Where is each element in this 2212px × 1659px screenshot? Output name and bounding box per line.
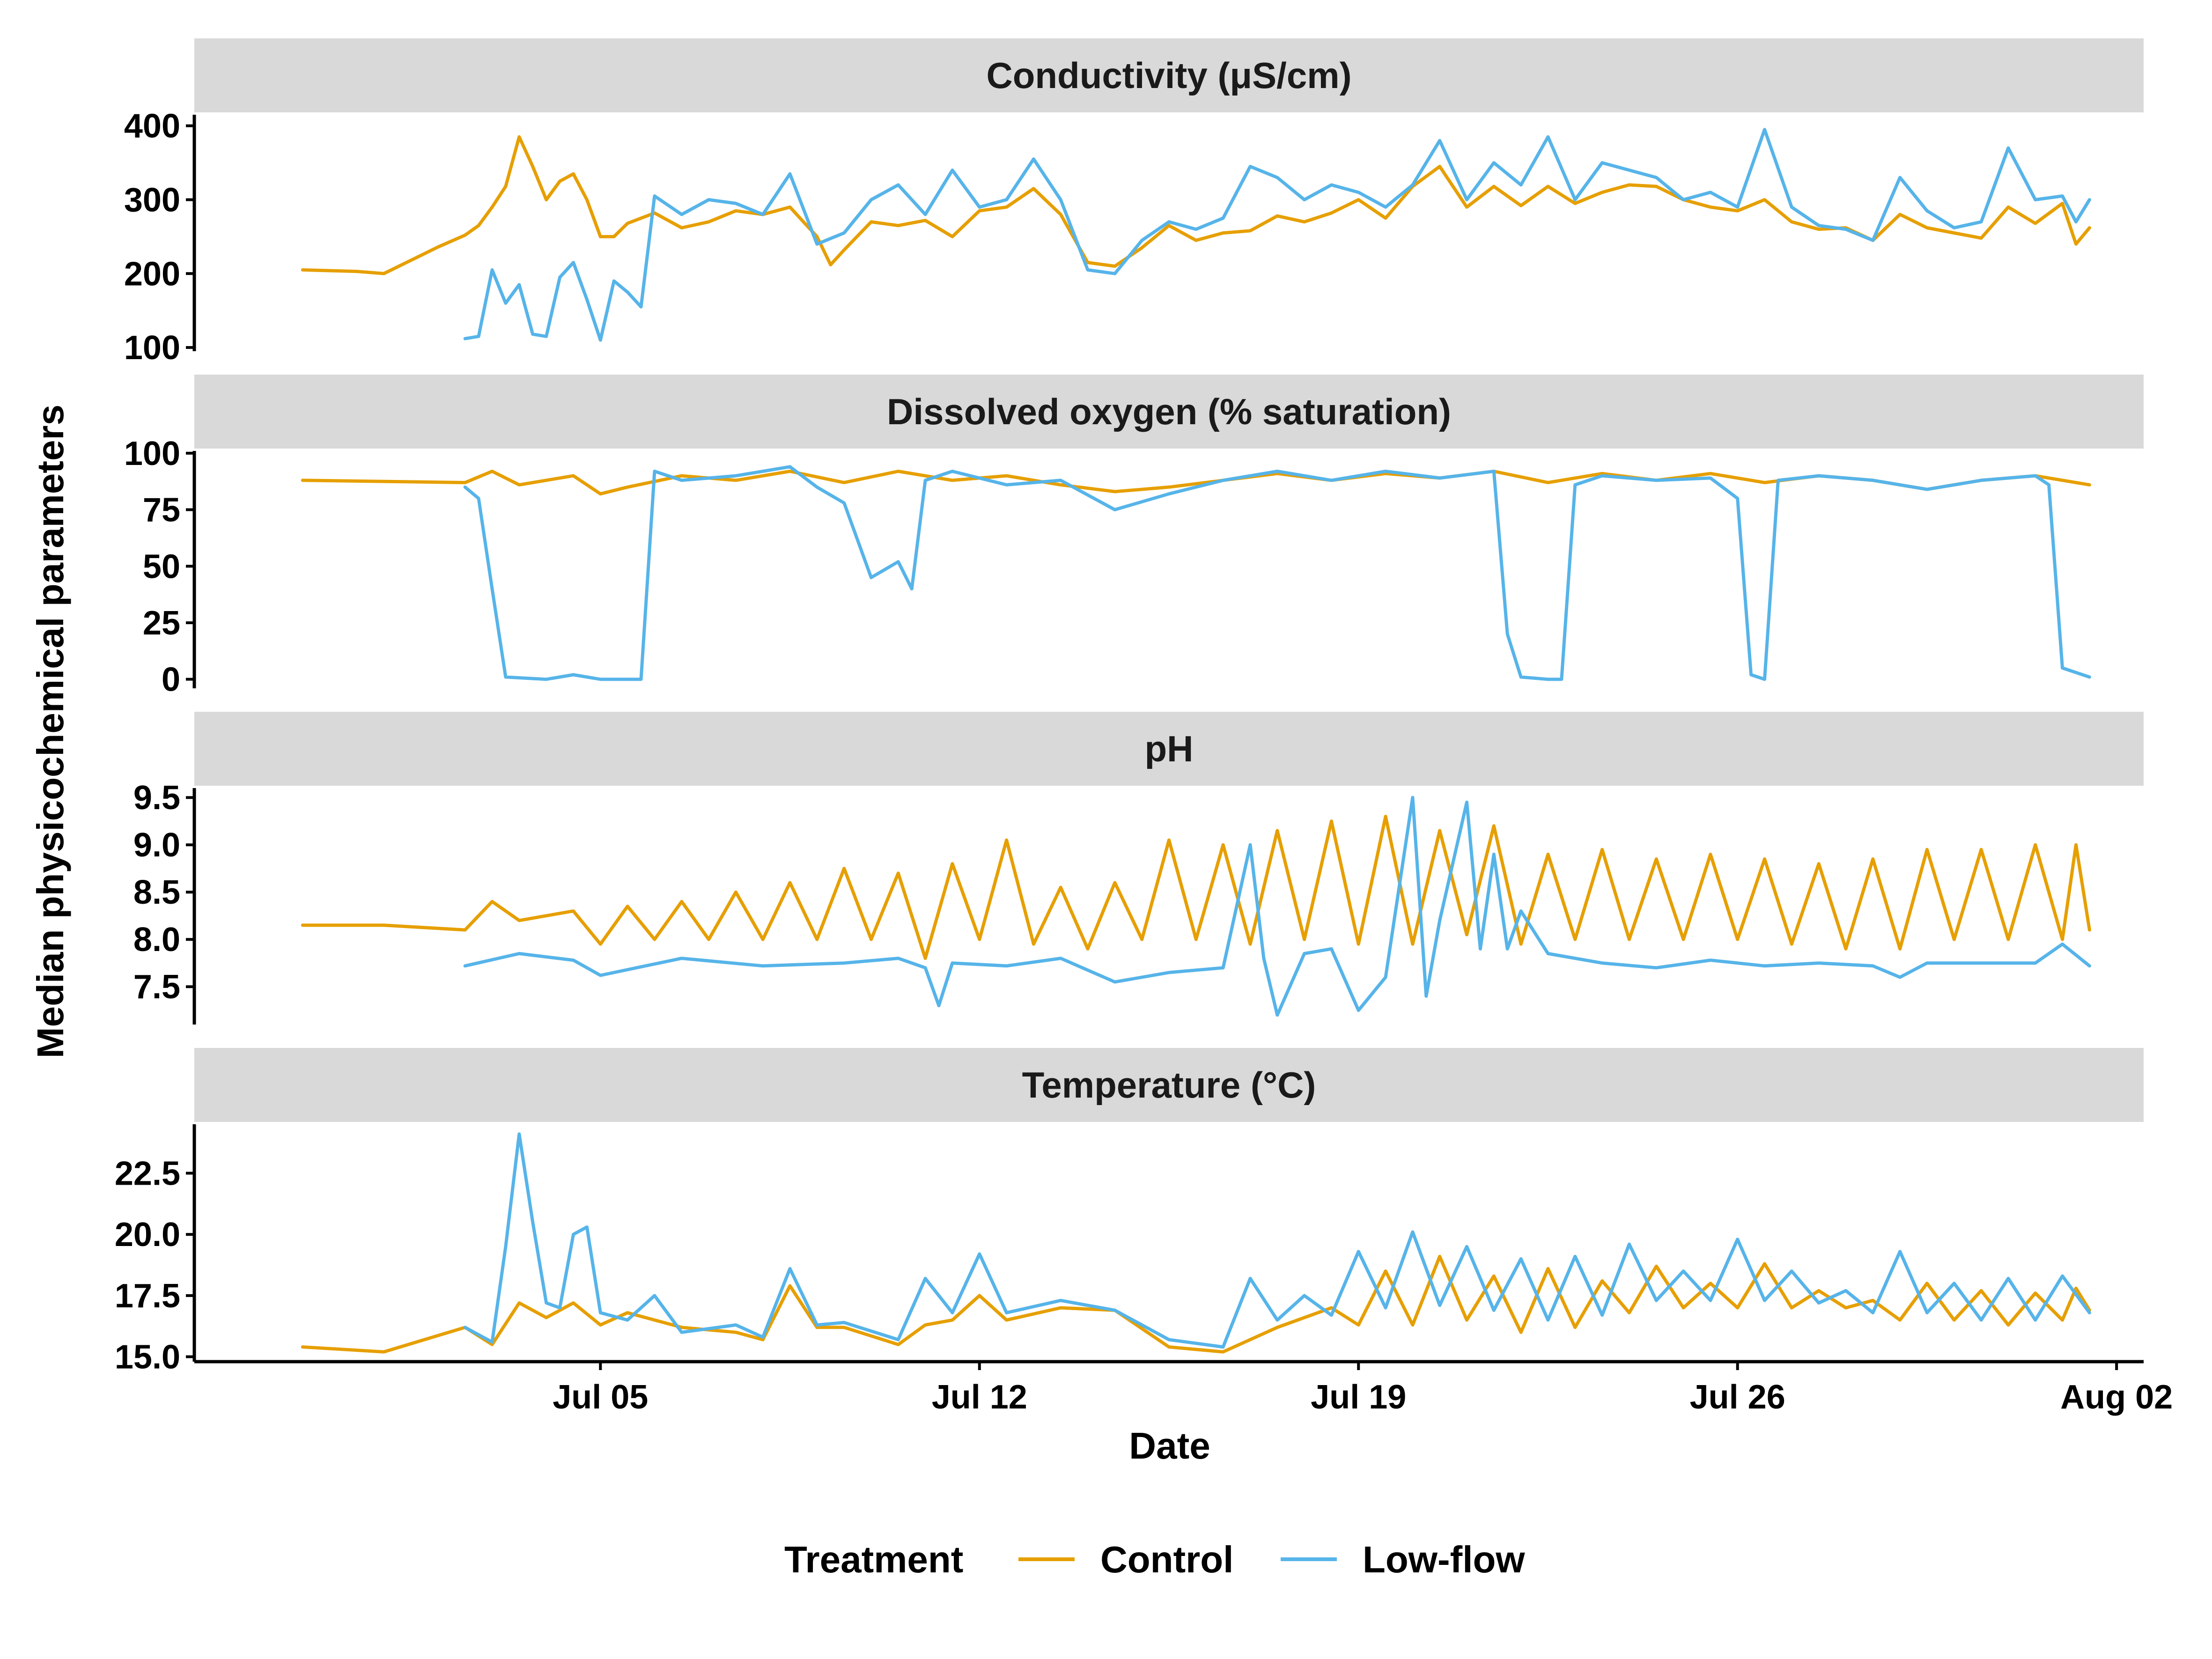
x-axis-title: Date bbox=[1129, 1425, 1210, 1467]
series-line-control bbox=[301, 1254, 2091, 1354]
panel-title: Dissolved oxygen (% saturation) bbox=[887, 391, 1451, 432]
y-tick-label: 22.5 bbox=[115, 1155, 180, 1193]
y-tick-label: 17.5 bbox=[115, 1277, 180, 1315]
facet-panels: Conductivity (μS/cm) 100 200 300 400 Dissolve… bbox=[115, 38, 2144, 1376]
x-tick-label: Jul 05 bbox=[553, 1379, 648, 1416]
x-tick-label: Jul 26 bbox=[1690, 1379, 1785, 1416]
series-line-control bbox=[301, 815, 2091, 960]
y-tick-label: 50 bbox=[143, 548, 180, 585]
panel-title: pH bbox=[1145, 728, 1194, 769]
legend-title: Treatment bbox=[784, 1539, 963, 1580]
series-line-low-flow bbox=[463, 1132, 2091, 1349]
x-axis: Jul 05 Jul 12 Jul 19 Jul 26 Aug 02 bbox=[194, 1360, 2173, 1416]
y-tick-label: 8.0 bbox=[133, 921, 180, 959]
y-tick-label: 400 bbox=[124, 108, 180, 145]
panel-strip bbox=[194, 1048, 2144, 1122]
series-line-low-flow bbox=[463, 796, 2091, 1017]
y-tick-label: 8.5 bbox=[133, 874, 180, 911]
y-tick-label: 300 bbox=[124, 181, 180, 219]
y-tick-label: 7.5 bbox=[133, 968, 180, 1006]
y-tick-label: 200 bbox=[124, 255, 180, 293]
x-tick-label: Aug 02 bbox=[2060, 1379, 2173, 1416]
legend-label: Low-flow bbox=[1363, 1539, 1525, 1580]
panel-strip bbox=[194, 712, 2144, 786]
y-tick-label: 25 bbox=[143, 605, 180, 642]
y-tick-label: 0 bbox=[162, 661, 180, 699]
y-tick-label: 100 bbox=[124, 329, 180, 367]
series-line-low-flow bbox=[463, 465, 2091, 681]
panel-3: pH 7.5 8.0 8.5 9.0 9.5 bbox=[133, 712, 2144, 1025]
panel-title: Conductivity (μS/cm) bbox=[986, 55, 1351, 96]
panel-4: Temperature (°C) 15.0 17.5 20.0 22.5 bbox=[115, 1048, 2144, 1376]
panel-title: Temperature (°C) bbox=[1022, 1064, 1316, 1106]
legend: Treatment Control Low-flow bbox=[784, 1539, 1525, 1580]
panel-1: Conductivity (μS/cm) 100 200 300 400 bbox=[124, 38, 2144, 367]
x-tick-label: Jul 12 bbox=[932, 1379, 1027, 1416]
y-tick-label: 9.0 bbox=[133, 826, 180, 864]
panel-strip bbox=[194, 375, 2144, 449]
y-tick-label: 20.0 bbox=[115, 1216, 180, 1253]
y-tick-label: 100 bbox=[124, 435, 180, 472]
series-line-control bbox=[301, 135, 2091, 275]
y-tick-label: 9.5 bbox=[133, 779, 180, 817]
y-tick-label: 75 bbox=[143, 492, 180, 529]
legend-label: Control bbox=[1100, 1539, 1233, 1580]
series-line-low-flow bbox=[463, 128, 2091, 342]
y-axis-title: Median physicochemical parameters bbox=[29, 405, 71, 1058]
x-tick-label: Jul 19 bbox=[1311, 1379, 1406, 1416]
panel-2: Dissolved oxygen (% saturation) 0 25 50 75 10… bbox=[124, 375, 2144, 699]
panel-strip bbox=[194, 38, 2144, 112]
y-tick-label: 15.0 bbox=[115, 1339, 180, 1376]
